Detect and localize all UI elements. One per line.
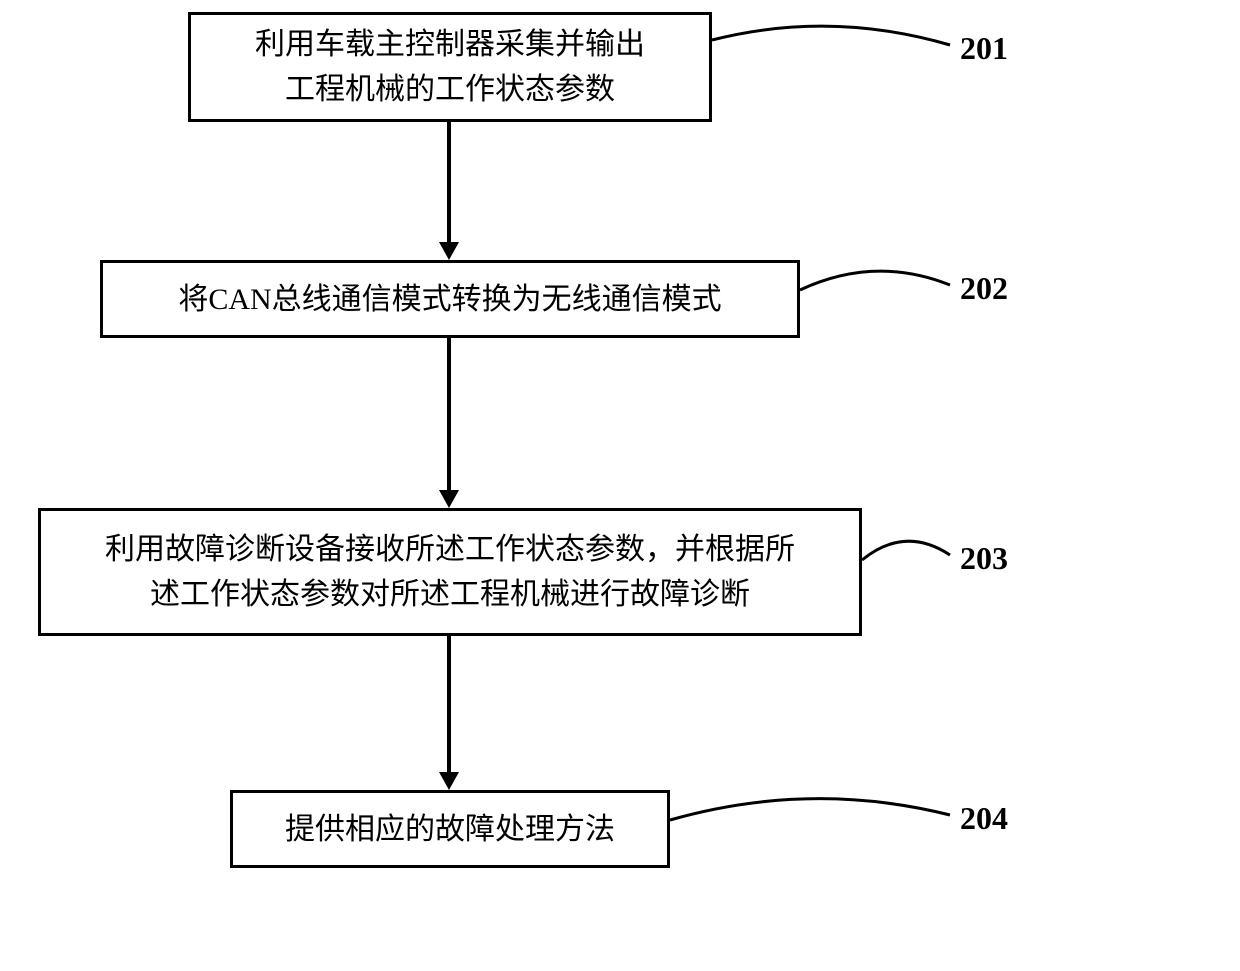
arrow-2-3-head [439,490,459,508]
node-2-line1: 将CAN总线通信模式转换为无线通信模式 [178,283,721,316]
node-3-line2: 述工作状态参数对所述工程机械进行故障诊断 [150,578,750,611]
arrow-1-2-head [439,242,459,260]
node-4-label: 204 [960,800,1008,837]
node-4-line1: 提供相应的故障处理方法 [285,813,615,846]
node-3-text: 利用故障诊断设备接收所述工作状态参数，并根据所 述工作状态参数对所述工程机械进行… [105,527,795,617]
flowchart-node-2: 将CAN总线通信模式转换为无线通信模式 [100,260,800,338]
node-3-line1: 利用故障诊断设备接收所述工作状态参数，并根据所 [105,533,795,566]
arrow-2-3-line [447,338,451,490]
node-2-text: 将CAN总线通信模式转换为无线通信模式 [178,277,721,322]
node-2-label: 202 [960,270,1008,307]
node-1-label: 201 [960,30,1008,67]
flowchart-node-3: 利用故障诊断设备接收所述工作状态参数，并根据所 述工作状态参数对所述工程机械进行… [38,508,862,636]
node-1-line1: 利用车载主控制器采集并输出 [255,28,645,61]
node-4-text: 提供相应的故障处理方法 [285,807,615,852]
flowchart-node-4: 提供相应的故障处理方法 [230,790,670,868]
node-1-line2: 工程机械的工作状态参数 [285,73,615,106]
node-3-label: 203 [960,540,1008,577]
flowchart-node-1: 利用车载主控制器采集并输出 工程机械的工作状态参数 [188,12,712,122]
arrow-3-4-line [447,636,451,772]
flowchart-container: 利用车载主控制器采集并输出 工程机械的工作状态参数 201 将CAN总线通信模式… [0,0,1240,971]
arrow-1-2-line [447,122,451,242]
arrow-3-4-head [439,772,459,790]
node-1-text: 利用车载主控制器采集并输出 工程机械的工作状态参数 [255,22,645,112]
